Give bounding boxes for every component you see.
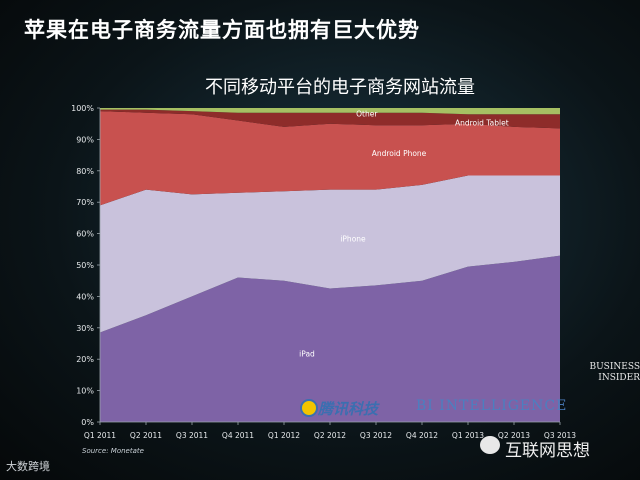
tencent-logo-icon <box>300 399 318 417</box>
x-tick-label: Q3 2012 <box>360 431 392 440</box>
y-tick-label: 10% <box>76 387 94 396</box>
right-watermark: 互联网思想 <box>505 441 590 461</box>
y-tick-label: 90% <box>76 135 94 144</box>
x-tick-label: Q1 2011 <box>84 431 116 440</box>
area-layers <box>100 108 560 422</box>
x-tick-label: Q1 2013 <box>452 431 484 440</box>
area-android-tablet <box>100 109 560 129</box>
area-ipad <box>100 255 560 422</box>
left-watermark: 大数跨境 <box>6 460 50 473</box>
y-tick-label: 40% <box>76 292 94 301</box>
series-label-android-phone: Android Phone <box>372 149 427 158</box>
series-label-android-tablet: Android Tablet <box>455 118 509 127</box>
y-tick-label: 20% <box>76 355 94 364</box>
x-tick-label: Q4 2012 <box>406 431 438 440</box>
series-labels: iPad iPhone Android Phone Android Tablet Oth… <box>299 109 509 358</box>
y-tick-label: 100% <box>71 104 94 113</box>
wechat-icon <box>480 436 500 454</box>
chart-source: Source: Monetate <box>82 447 144 455</box>
series-label-other: Other <box>356 109 378 118</box>
business-insider-logo: BUSINESS INSIDER <box>589 362 640 383</box>
y-tick-label: 70% <box>76 198 94 207</box>
y-tick-label: 60% <box>76 230 94 239</box>
y-tick-label: 80% <box>76 167 94 176</box>
series-label-iphone: iPhone <box>340 234 366 243</box>
tencent-watermark: 腾讯科技 <box>318 400 379 418</box>
bi-intelligence-watermark: BI INTELLIGENCE <box>416 398 568 414</box>
x-tick-label: Q4 2011 <box>222 431 254 440</box>
area-android-phone <box>100 111 560 206</box>
y-tick-label: 50% <box>76 261 94 270</box>
x-tick-label: Q2 2013 <box>498 431 530 440</box>
series-label-ipad: iPad <box>299 349 315 358</box>
x-tick-label: Q3 2011 <box>176 431 208 440</box>
x-tick-label: Q2 2012 <box>314 431 346 440</box>
axes: 0% 10% 20% 30% 40% 50% 60% 70% 80% 90% 100% Q1 2011… <box>71 104 576 440</box>
slide-title: 苹果在电子商务流量方面也拥有巨大优势 <box>24 18 420 42</box>
area-other <box>100 108 560 115</box>
area-iphone <box>100 175 560 333</box>
x-tick-label: Q3 2013 <box>544 431 576 440</box>
y-tick-label: 0% <box>81 418 94 427</box>
chart-title: 不同移动平台的电子商务网站流量 <box>205 77 475 98</box>
y-tick-label: 30% <box>76 324 94 333</box>
x-tick-label: Q1 2012 <box>268 431 300 440</box>
x-tick-label: Q2 2011 <box>130 431 162 440</box>
